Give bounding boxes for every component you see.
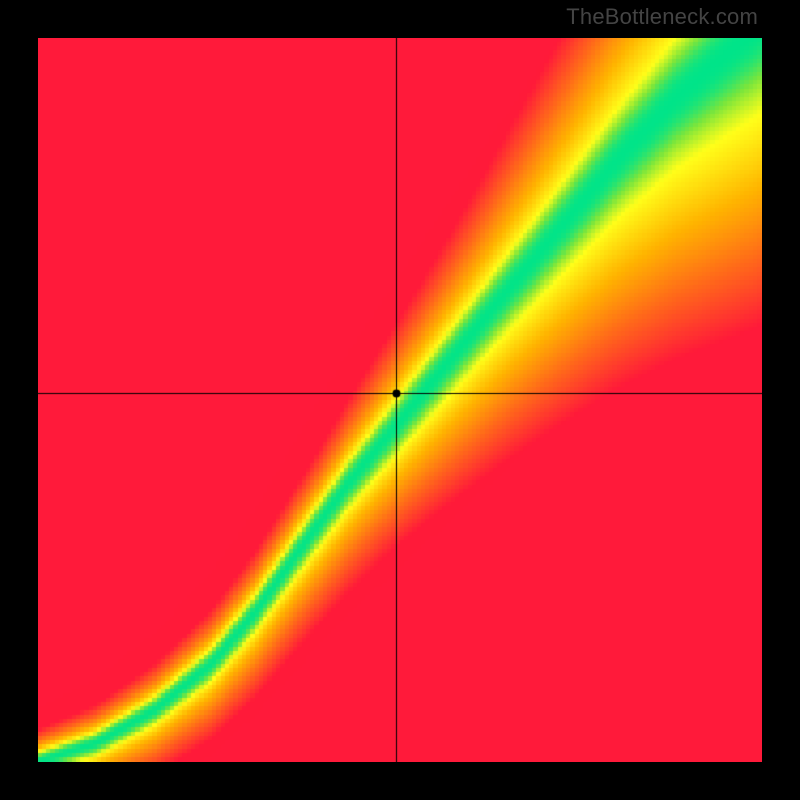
- watermark-text: TheBottleneck.com: [566, 4, 758, 30]
- plot-frame: [0, 0, 800, 800]
